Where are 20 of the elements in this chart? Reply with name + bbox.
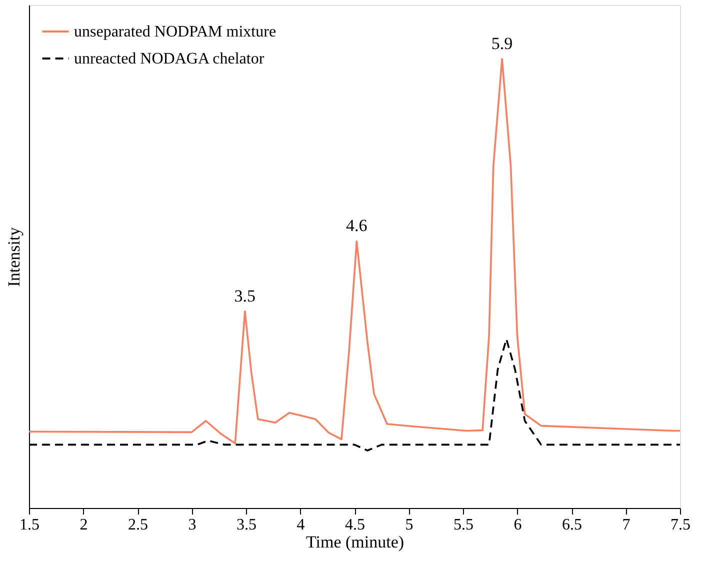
x-tick-label: 2	[80, 516, 88, 534]
annotation: 5.9	[491, 34, 513, 53]
x-tick-label: 7.5	[670, 516, 690, 534]
x-tick-label: 6.5	[562, 516, 582, 534]
x-tick-label: 4	[296, 516, 305, 534]
annotation: 4.6	[346, 216, 368, 236]
x-tick-label: 3	[188, 516, 196, 534]
x-tick-label: 6	[514, 516, 522, 534]
x-axis-title: Time (minute)	[306, 532, 404, 552]
annotation: 3.5	[234, 286, 256, 306]
x-tick-label: 2.5	[128, 516, 148, 534]
x-tick-label: 3.5	[236, 516, 256, 534]
x-tick-label: 4.5	[345, 516, 365, 534]
legend-label: unseparated NODPAM mixture	[74, 24, 276, 40]
legend-label: unreacted NODAGA chelator	[74, 50, 265, 68]
x-tick-label: 7	[622, 516, 630, 534]
x-tick-label: 1.5	[20, 516, 40, 534]
x-tick-label: 5.5	[454, 516, 474, 534]
x-tick-label: 5	[405, 516, 414, 534]
y-axis-title: Intensity	[4, 226, 24, 287]
